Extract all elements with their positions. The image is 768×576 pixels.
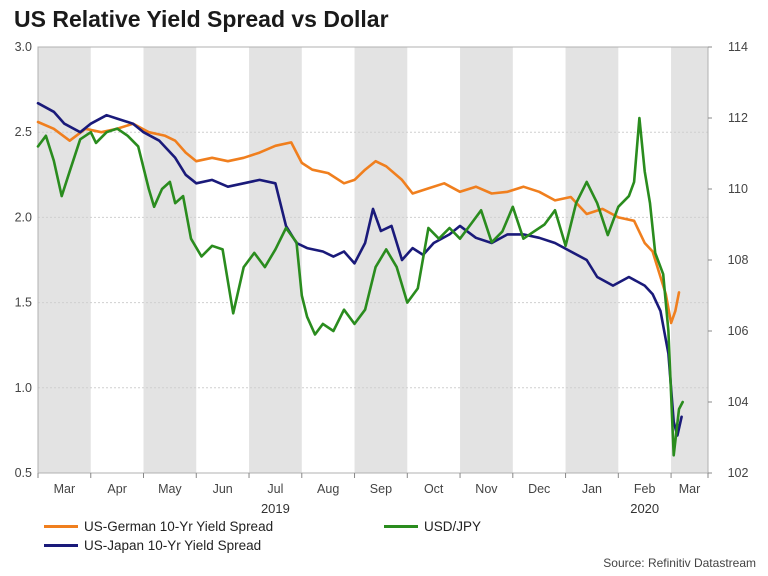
right-tick-label-3: 108 (728, 253, 749, 267)
year-label-2019: 2019 (261, 501, 290, 516)
series-lines (36, 101, 684, 457)
left-tick-label-5: 3.0 (15, 40, 32, 54)
legend-label-us-japan: US-Japan 10-Yr Yield Spread (84, 538, 262, 553)
right-tick-label-4: 110 (728, 182, 748, 196)
legend-item-us-japan: US-Japan 10-Yr Yield Spread (44, 538, 261, 553)
month-label-6: Sep (370, 482, 392, 496)
month-band-12 (671, 47, 708, 473)
chart-title: US Relative Yield Spread vs Dollar (14, 6, 389, 32)
left-tick-label-4: 2.5 (15, 125, 32, 139)
month-bands (38, 47, 708, 473)
legend-swatch-usdjpy (384, 525, 418, 528)
legend-item-us-german: US-German 10-Yr Yield Spread (44, 519, 273, 534)
month-label-12: Mar (679, 482, 701, 496)
x-axis-ticks: Mar Apr May Jun Jul Aug Sep Oct Nov Dec Jan Feb Mar 2… (37, 473, 709, 516)
legend-swatch-us-german (44, 525, 78, 528)
series-line-2 (36, 116, 684, 457)
month-label-2: May (158, 482, 182, 496)
month-label-11: Feb (634, 482, 656, 496)
right-tick-label-1: 104 (728, 395, 749, 409)
month-band-8 (460, 47, 513, 473)
source-note: Source: Refinitiv Datastream (603, 556, 756, 570)
left-tick-label-1: 1.0 (15, 381, 32, 395)
right-tick-label-0: 102 (728, 466, 749, 480)
month-band-4 (249, 47, 302, 473)
legend-label-usdjpy: USD/JPY (424, 519, 482, 534)
month-label-1: Apr (107, 482, 126, 496)
month-band-10 (565, 47, 619, 473)
right-axis-ticks: 102 104 106 108 110 112 114 (708, 40, 748, 480)
month-label-4: Jul (267, 482, 283, 496)
right-tick-label-2: 106 (728, 324, 749, 338)
month-label-5: Aug (317, 482, 339, 496)
legend-item-usdjpy: USD/JPY (384, 519, 481, 534)
left-axis-ticks: 0.5 1.0 1.5 2.0 2.5 3.0 (15, 40, 32, 480)
month-band-2 (143, 47, 197, 473)
left-tick-label-3: 2.0 (15, 210, 32, 224)
month-band-0 (38, 47, 91, 473)
year-label-2020: 2020 (630, 501, 659, 516)
month-label-8: Nov (475, 482, 498, 496)
month-label-3: Jun (213, 482, 233, 496)
left-tick-label-2: 1.5 (15, 296, 32, 310)
legend-swatch-us-japan (44, 544, 78, 547)
month-label-9: Dec (528, 482, 550, 496)
legend-label-us-german: US-German 10-Yr Yield Spread (84, 519, 274, 534)
month-label-7: Oct (424, 482, 444, 496)
month-label-0: Mar (54, 482, 76, 496)
month-label-10: Jan (582, 482, 602, 496)
left-tick-label-0: 0.5 (15, 466, 32, 480)
right-tick-label-6: 114 (728, 40, 748, 54)
series-line-0 (36, 120, 681, 325)
series-line-1 (36, 101, 683, 437)
right-tick-label-5: 112 (728, 111, 748, 125)
